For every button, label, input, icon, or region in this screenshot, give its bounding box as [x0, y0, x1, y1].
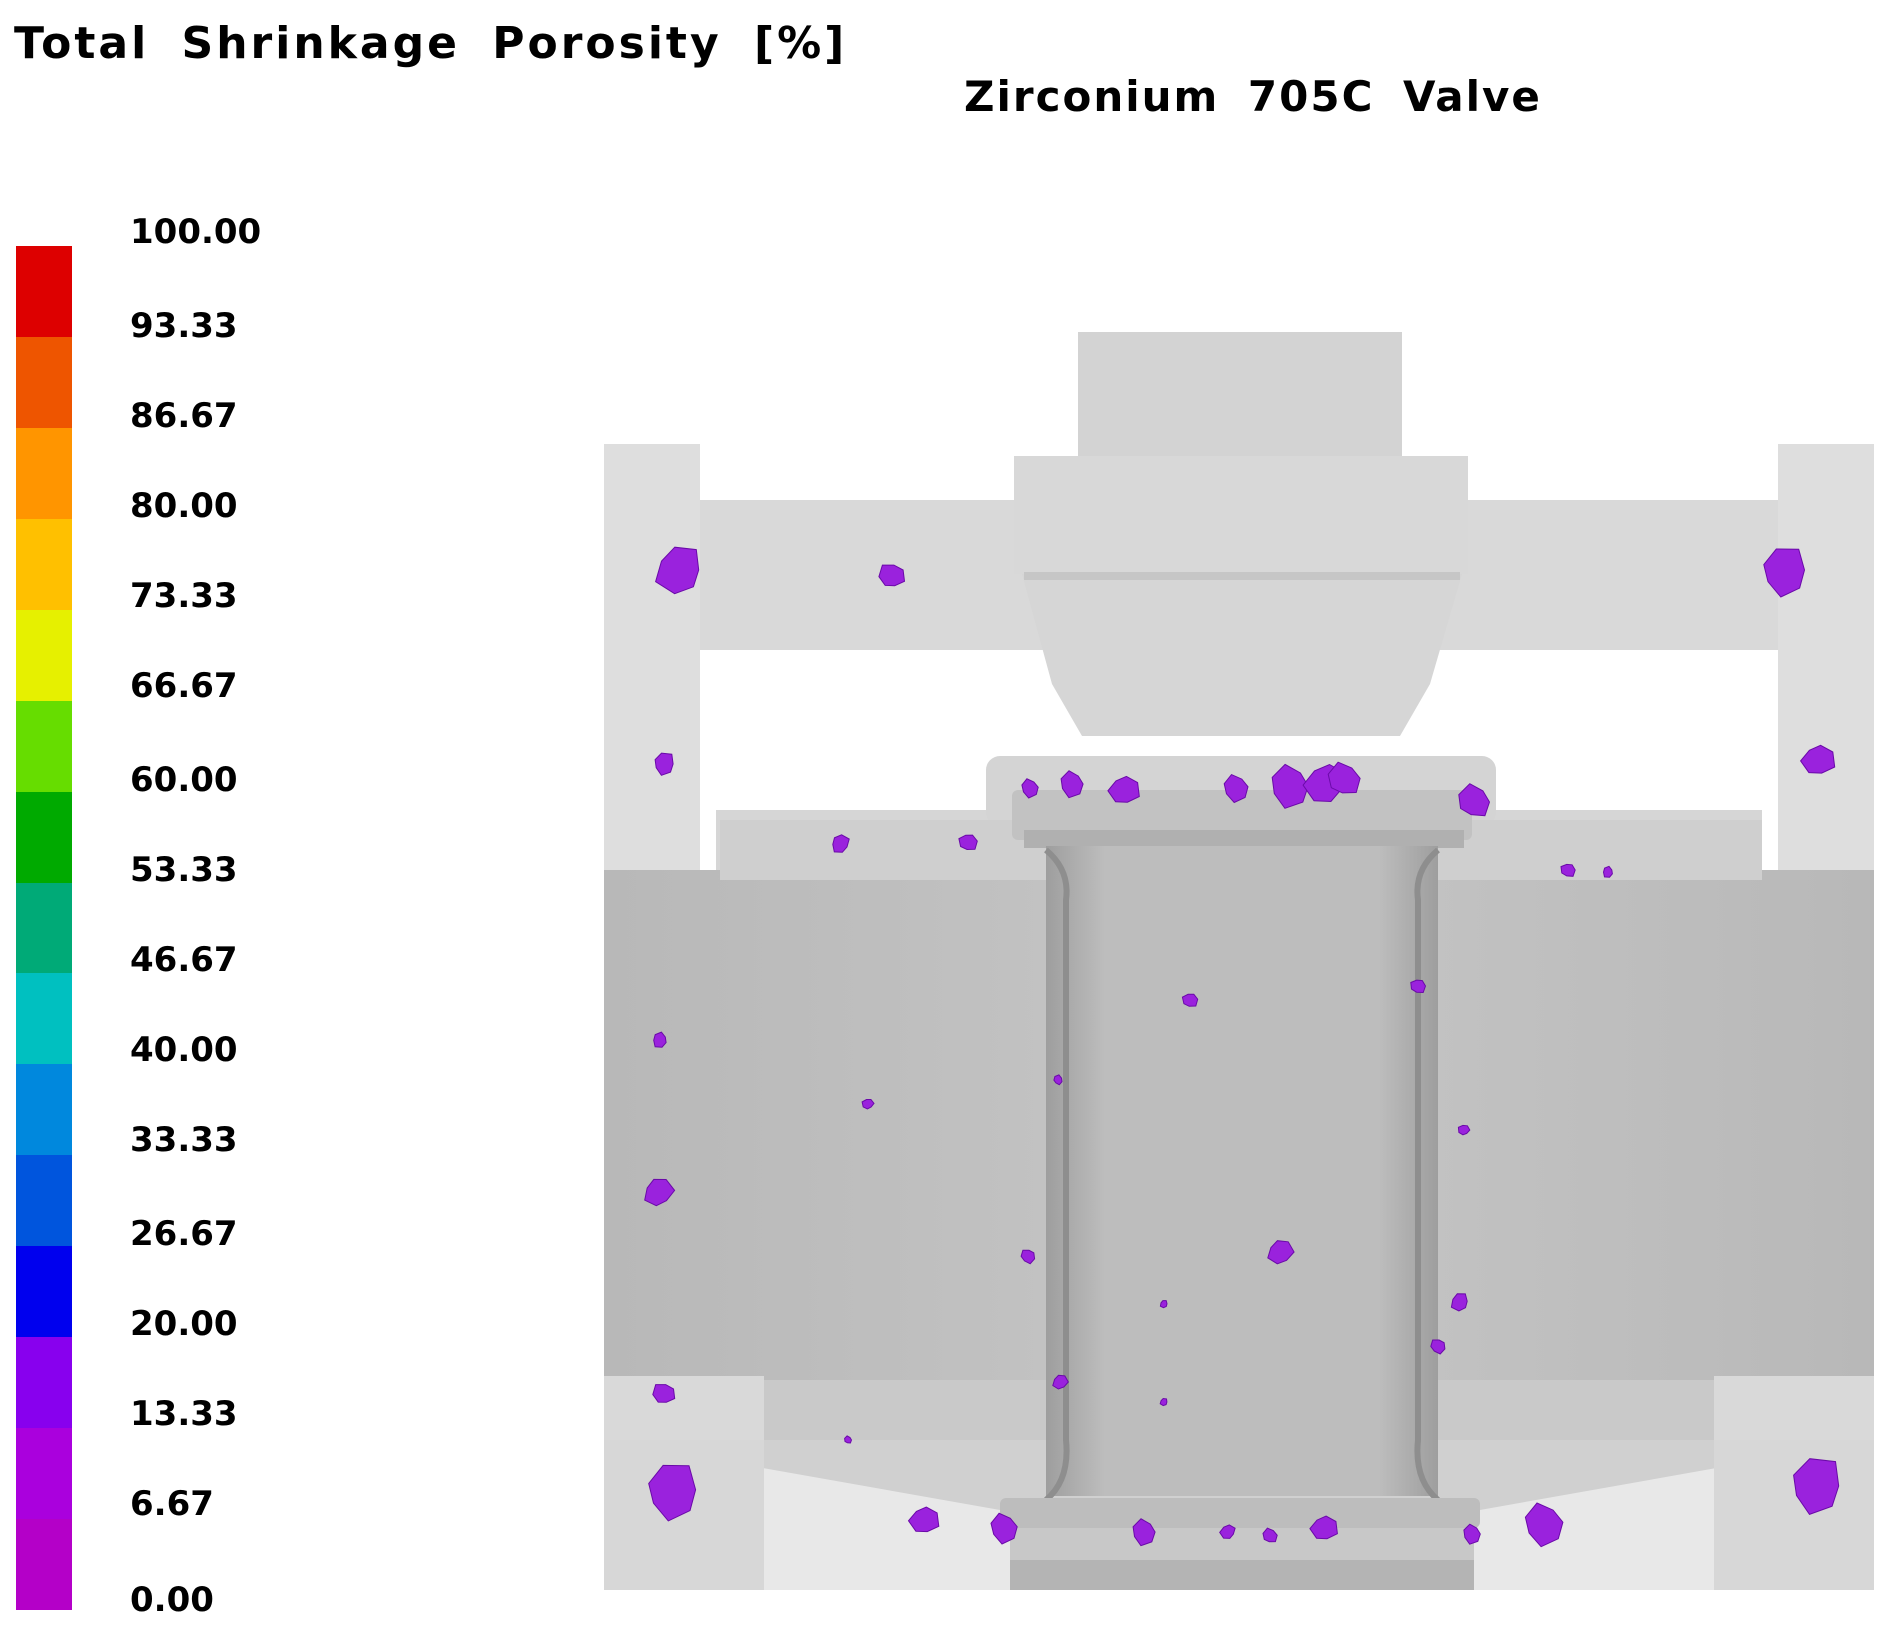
porosity-defect [1327, 761, 1361, 794]
color-scale-label: 66.67 [130, 666, 238, 706]
color-scale-label: 0.00 [130, 1580, 214, 1620]
color-scale-label: 93.33 [130, 306, 238, 346]
color-scale-segment [16, 518, 72, 611]
color-scale-label: 60.00 [130, 760, 238, 800]
porosity-defects [644, 546, 1840, 1548]
color-scale-label: 86.67 [130, 396, 238, 436]
porosity-defect [832, 834, 850, 853]
porosity-defect [958, 834, 978, 851]
porosity-defect [907, 1506, 940, 1533]
porosity-defect [1219, 1524, 1236, 1539]
color-scale-segment [16, 700, 72, 793]
porosity-defect [1020, 1249, 1036, 1265]
porosity-defect [1262, 1527, 1278, 1543]
figure-subtitle: Zirconium 705C Valve [964, 72, 1542, 121]
porosity-defect [861, 1099, 875, 1110]
color-scale-segment [16, 427, 72, 520]
porosity-defect [1309, 1515, 1338, 1540]
color-scale-segment [16, 1064, 72, 1156]
porosity-defect [1602, 865, 1613, 878]
porosity-defect [1763, 548, 1806, 598]
porosity-defect [644, 1178, 676, 1207]
color-scale-segment [16, 791, 72, 884]
figure-title: Total Shrinkage Porosity [%] [14, 18, 848, 69]
porosity-defect [652, 1384, 676, 1403]
porosity-defect [1458, 783, 1491, 817]
color-scale-label: 40.00 [130, 1030, 238, 1070]
color-scale-label: 46.67 [130, 940, 238, 980]
porosity-defect [1132, 1518, 1156, 1547]
porosity-defect [844, 1435, 853, 1444]
valve-bore [1000, 790, 1480, 1590]
color-scale-segment [16, 973, 72, 1065]
porosity-defect [1524, 1502, 1564, 1548]
porosity-defect [1181, 993, 1199, 1007]
porosity-defect [1793, 1458, 1840, 1516]
porosity-defect [1223, 773, 1249, 804]
porosity-defect [878, 564, 906, 587]
color-scale-segment [16, 336, 72, 429]
color-scale-segment [16, 1428, 72, 1520]
porosity-defect [1267, 1240, 1295, 1265]
color-scale-label: 80.00 [130, 486, 238, 526]
porosity-defect [1052, 1374, 1069, 1390]
porosity-defect [1060, 770, 1084, 799]
color-scale-label: 53.33 [130, 850, 238, 890]
porosity-defect [1159, 1300, 1168, 1309]
color-scale-label: 20.00 [130, 1304, 238, 1344]
color-scale-label: 6.67 [130, 1484, 214, 1524]
porosity-defect [990, 1512, 1018, 1545]
porosity-defect [655, 546, 700, 595]
porosity-defect [653, 1031, 667, 1048]
color-scale-segment [16, 1337, 72, 1429]
porosity-defect [1271, 763, 1309, 809]
porosity-defect [1560, 863, 1576, 877]
porosity-defect [1021, 778, 1039, 799]
color-scale-label: 73.33 [130, 576, 238, 616]
porosity-defect [1053, 1074, 1063, 1086]
porosity-defect [1457, 1124, 1471, 1136]
porosity-defect [1450, 1293, 1468, 1312]
porosity-defect [648, 1464, 697, 1522]
valve-bonnet [1014, 332, 1468, 736]
color-scale-label: 33.33 [130, 1120, 238, 1160]
porosity-defect [1410, 979, 1427, 994]
porosity-defect [1430, 1339, 1446, 1355]
porosity-defect [1107, 775, 1140, 803]
porosity-defect [1159, 1397, 1168, 1407]
color-scale-label: 26.67 [130, 1214, 238, 1254]
porosity-defect [1799, 744, 1836, 774]
porosity-defect [1463, 1523, 1481, 1545]
color-scale-segment [16, 1246, 72, 1338]
color-scale-segment [16, 609, 72, 702]
color-scale-label: 100.00 [130, 212, 262, 252]
color-scale-segment [16, 1519, 72, 1611]
color-scale-label: 13.33 [130, 1394, 238, 1434]
color-scale-segment [16, 246, 72, 338]
color-scale-segment [16, 1155, 72, 1247]
color-scale-segment [16, 882, 72, 974]
color-scale-bar [16, 246, 72, 1611]
porosity-defect [654, 752, 674, 776]
